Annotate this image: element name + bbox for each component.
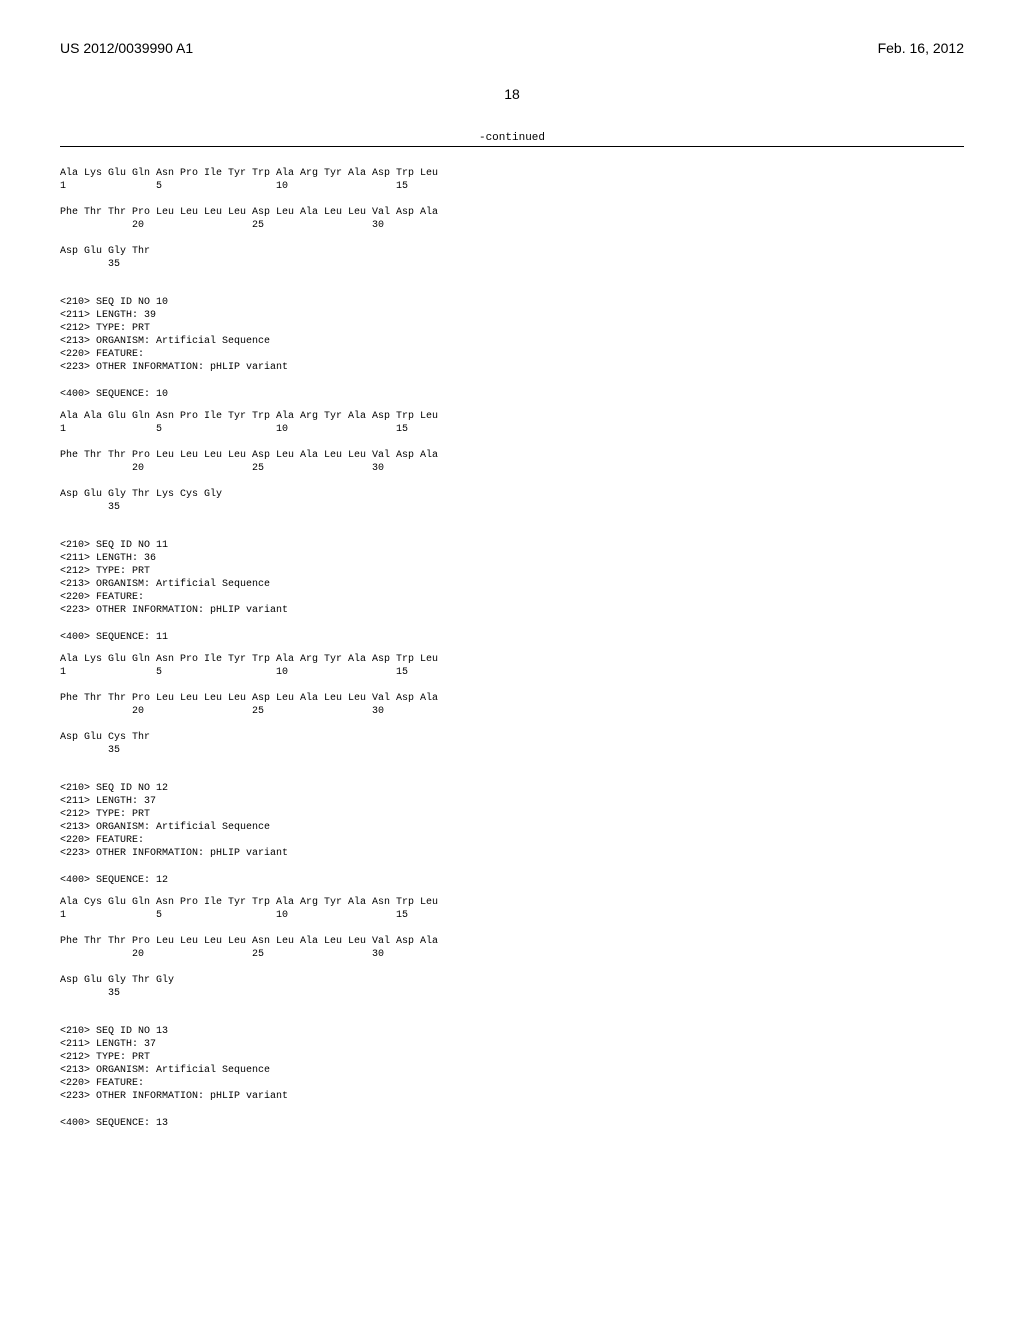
sequence-lines: Ala Cys Glu Gln Asn Pro Ile Tyr Trp Ala …: [60, 896, 964, 1000]
publication-date: Feb. 16, 2012: [878, 40, 964, 56]
sequence-lines: Ala Ala Glu Gln Asn Pro Ile Tyr Trp Ala …: [60, 410, 964, 514]
sequence-label: <400> SEQUENCE: 11: [60, 632, 964, 643]
sequence-label: <400> SEQUENCE: 10: [60, 389, 964, 400]
sequence-label: <400> SEQUENCE: 13: [60, 1118, 964, 1129]
sequence-lines: Ala Lys Glu Gln Asn Pro Ile Tyr Trp Ala …: [60, 653, 964, 757]
sequence-metadata: <210> SEQ ID NO 11 <211> LENGTH: 36 <212…: [60, 539, 964, 617]
publication-number: US 2012/0039990 A1: [60, 40, 193, 56]
page-number: 18: [60, 86, 964, 102]
sequence-label: <400> SEQUENCE: 12: [60, 875, 964, 886]
sequence-lines: Ala Lys Glu Gln Asn Pro Ile Tyr Trp Ala …: [60, 167, 964, 271]
sequence-continued: Ala Lys Glu Gln Asn Pro Ile Tyr Trp Ala …: [60, 167, 964, 271]
continued-label: -continued: [60, 132, 964, 144]
page-header: US 2012/0039990 A1 Feb. 16, 2012: [60, 40, 964, 56]
sequence-metadata: <210> SEQ ID NO 13 <211> LENGTH: 37 <212…: [60, 1025, 964, 1103]
sequence-metadata: <210> SEQ ID NO 10 <211> LENGTH: 39 <212…: [60, 296, 964, 374]
sequence-entries: <210> SEQ ID NO 10 <211> LENGTH: 39 <212…: [60, 296, 964, 1129]
sequence-metadata: <210> SEQ ID NO 12 <211> LENGTH: 37 <212…: [60, 782, 964, 860]
divider-top: [60, 146, 964, 147]
